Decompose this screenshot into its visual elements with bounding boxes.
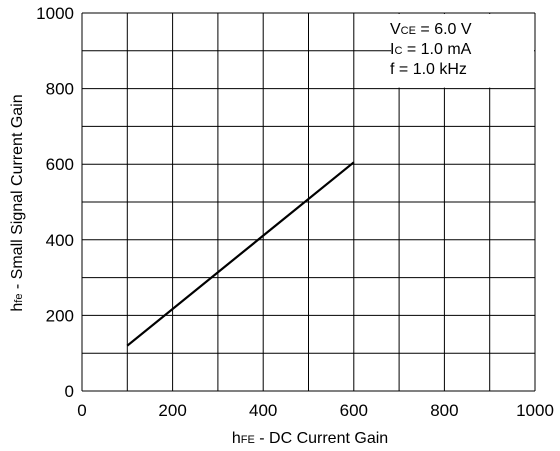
- condition-line: f = 1.0 kHz: [390, 61, 467, 78]
- x-axis-title: hFE - DC Current Gain: [232, 430, 388, 447]
- test-conditions: VCE = 6.0 V IC = 1.0 mA f = 1.0 kHz: [390, 21, 472, 78]
- x-tick-label: 600: [340, 401, 368, 420]
- series-line: [126, 161, 355, 347]
- y-tick-label: 800: [46, 80, 74, 99]
- x-tick-label: 1000: [516, 401, 554, 420]
- y-tick-label: 400: [46, 231, 74, 250]
- x-tick-label: 200: [158, 401, 186, 420]
- conditions-box: [391, 14, 534, 88]
- x-tick-label: 400: [249, 401, 277, 420]
- y-tick-label: 0: [65, 382, 74, 401]
- y-tick-label: 200: [46, 306, 74, 325]
- x-tick-labels: 0 200 400 600 800 1000: [77, 401, 554, 420]
- y-tick-labels: 0 200 400 600 800 1000: [36, 4, 74, 401]
- x-tick-label: 0: [77, 401, 86, 420]
- series-group: [126, 161, 355, 347]
- grid: [81, 12, 536, 392]
- y-tick-label: 600: [46, 155, 74, 174]
- y-tick-label: 1000: [36, 4, 74, 23]
- condition-line: IC = 1.0 mA: [390, 41, 472, 58]
- y-axis-title: hfe - Small Signal Current Gain: [9, 94, 26, 311]
- condition-line: VCE = 6.0 V: [390, 21, 472, 38]
- x-tick-label: 800: [430, 401, 458, 420]
